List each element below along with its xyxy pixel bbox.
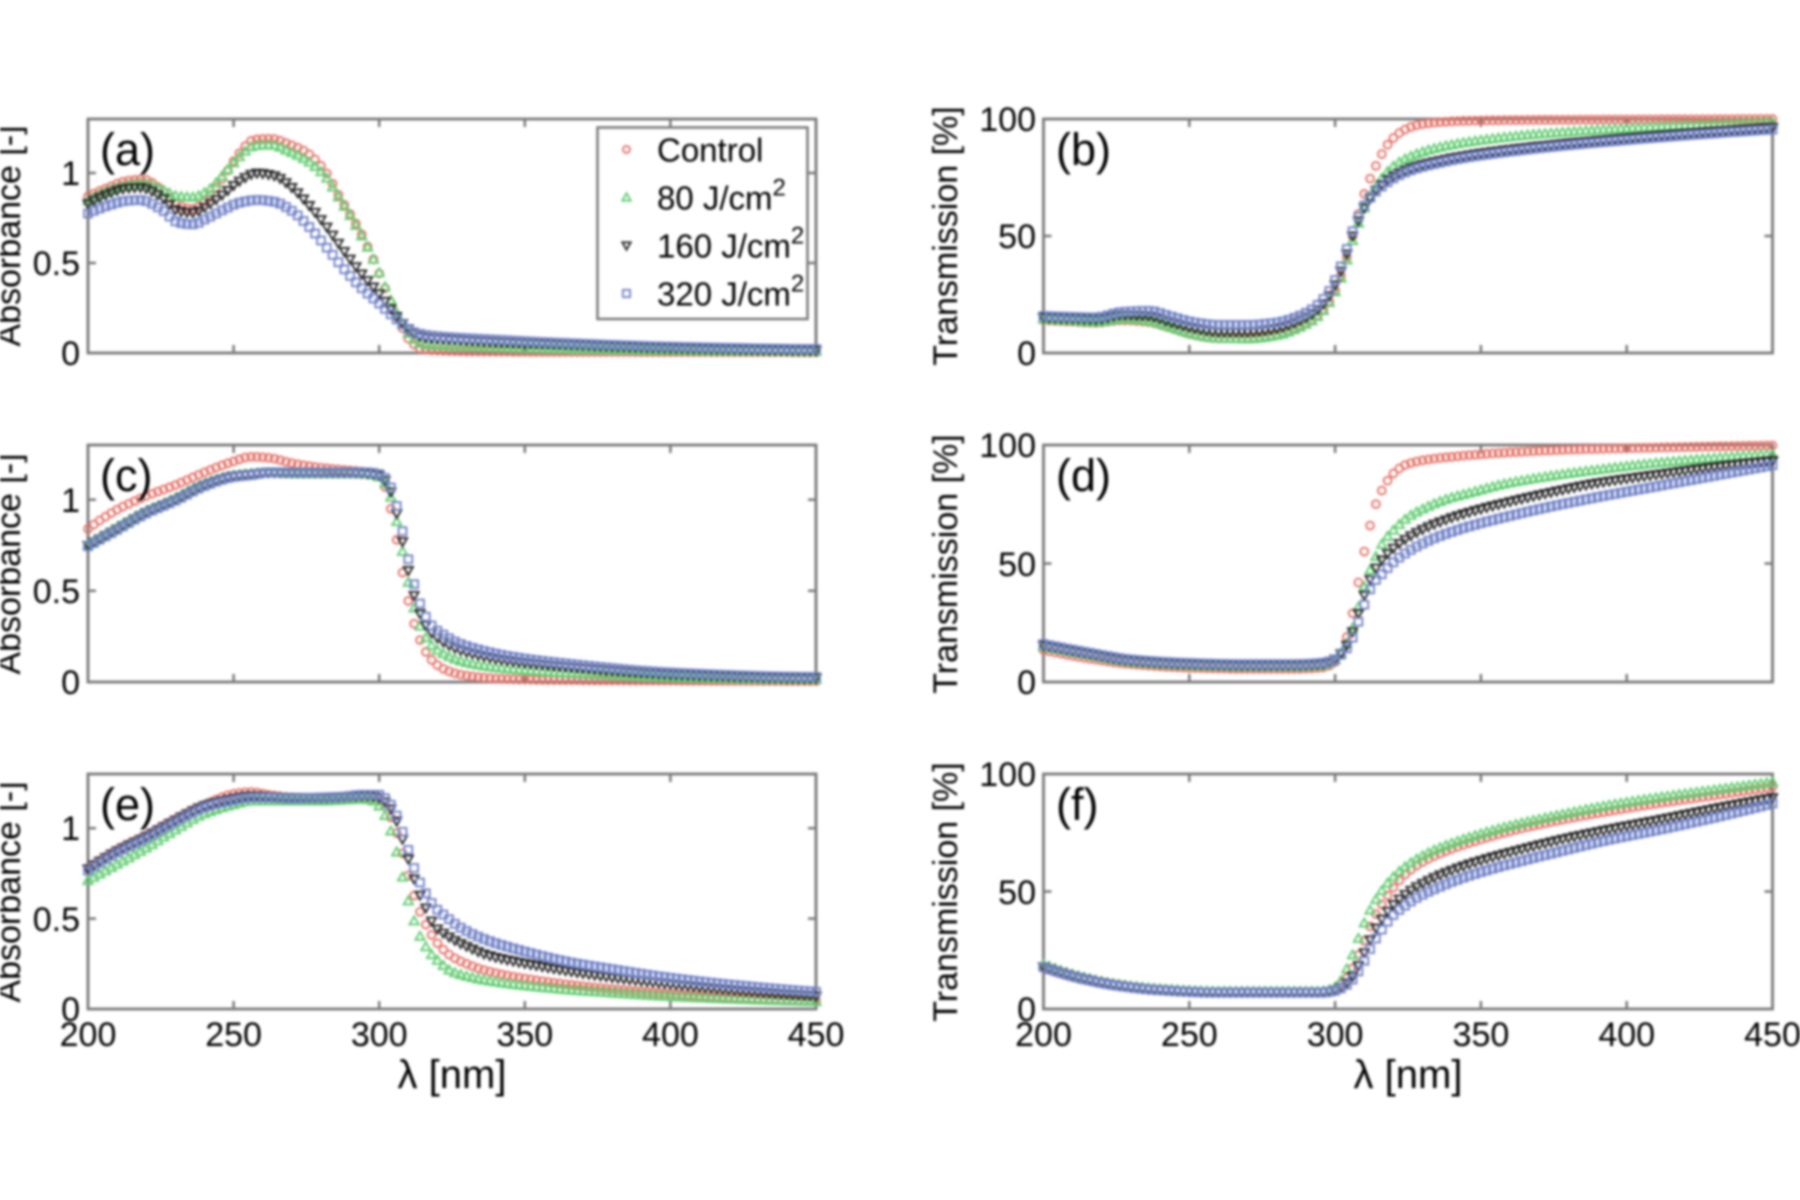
svg-text:Control: Control: [657, 132, 763, 169]
svg-text:Absorbance [-]: Absorbance [-]: [0, 781, 28, 1002]
svg-text:80 J/cm2: 80 J/cm2: [657, 175, 786, 217]
svg-text:300: 300: [1307, 1016, 1364, 1054]
svg-text:320 J/cm2: 320 J/cm2: [657, 271, 804, 313]
svg-text:Transmission [%]: Transmission [%]: [927, 106, 965, 365]
svg-text:0: 0: [61, 664, 80, 702]
svg-text:100: 100: [979, 101, 1036, 139]
svg-text:Transmission [%]: Transmission [%]: [927, 434, 965, 693]
svg-text:300: 300: [351, 1016, 408, 1054]
svg-text:0.5: 0.5: [33, 245, 80, 283]
svg-text:450: 450: [1744, 1016, 1800, 1054]
svg-text:160 J/cm2: 160 J/cm2: [657, 223, 804, 265]
svg-text:(c): (c): [100, 450, 152, 501]
svg-text:200: 200: [60, 1016, 117, 1054]
svg-text:350: 350: [496, 1016, 553, 1054]
svg-text:Transmission [%]: Transmission [%]: [927, 762, 965, 1021]
svg-text:1: 1: [61, 810, 80, 848]
svg-text:(e): (e): [100, 779, 155, 830]
svg-text:Absorbance [-]: Absorbance [-]: [0, 453, 28, 674]
svg-text:400: 400: [1598, 1016, 1655, 1054]
svg-text:(d): (d): [1056, 450, 1111, 501]
svg-text:(a): (a): [100, 124, 155, 175]
svg-text:50: 50: [998, 874, 1036, 912]
svg-text:1: 1: [61, 482, 80, 520]
svg-text:400: 400: [642, 1016, 699, 1054]
svg-text:0.5: 0.5: [33, 901, 80, 939]
svg-text:100: 100: [979, 427, 1036, 465]
svg-text:Absorbance [-]: Absorbance [-]: [0, 125, 28, 346]
svg-text:λ [nm]: λ [nm]: [398, 1053, 507, 1097]
svg-text:200: 200: [1015, 1016, 1072, 1054]
svg-text:50: 50: [998, 546, 1036, 584]
svg-text:250: 250: [205, 1016, 262, 1054]
svg-text:100: 100: [979, 756, 1036, 794]
svg-text:350: 350: [1453, 1016, 1510, 1054]
svg-text:0: 0: [1017, 335, 1036, 373]
svg-text:1: 1: [61, 155, 80, 193]
svg-text:λ [nm]: λ [nm]: [1354, 1053, 1463, 1097]
svg-text:0: 0: [1017, 991, 1036, 1029]
svg-text:(f): (f): [1056, 779, 1098, 830]
svg-text:450: 450: [788, 1016, 845, 1054]
svg-text:(b): (b): [1056, 124, 1111, 175]
svg-text:0: 0: [1017, 664, 1036, 702]
svg-text:50: 50: [998, 218, 1036, 256]
svg-text:0.5: 0.5: [33, 573, 80, 611]
svg-text:0: 0: [61, 335, 80, 373]
svg-text:0: 0: [61, 991, 80, 1029]
svg-text:250: 250: [1161, 1016, 1218, 1054]
